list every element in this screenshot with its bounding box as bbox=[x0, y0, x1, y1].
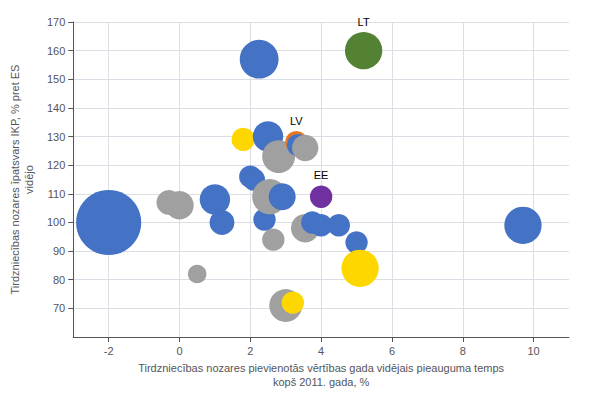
svg-text:EE: EE bbox=[314, 169, 329, 181]
svg-text:kopš 2011. gada, %: kopš 2011. gada, % bbox=[273, 376, 370, 388]
svg-text:0: 0 bbox=[176, 345, 182, 357]
svg-text:80: 80 bbox=[53, 274, 65, 286]
svg-text:130: 130 bbox=[47, 131, 65, 143]
svg-text:-2: -2 bbox=[104, 345, 114, 357]
svg-text:LT: LT bbox=[358, 16, 370, 28]
svg-text:Tirdzniecības nozares īpatsvar: Tirdzniecības nozares īpatsvars IKP, % p… bbox=[9, 65, 21, 295]
svg-text:10: 10 bbox=[527, 345, 539, 357]
svg-text:170: 170 bbox=[47, 16, 65, 28]
svg-text:100: 100 bbox=[47, 216, 65, 228]
svg-text:160: 160 bbox=[47, 45, 65, 57]
svg-text:90: 90 bbox=[53, 245, 65, 257]
svg-text:150: 150 bbox=[47, 73, 65, 85]
svg-text:140: 140 bbox=[47, 102, 65, 114]
svg-text:LV: LV bbox=[290, 115, 303, 127]
svg-text:vidējo: vidējo bbox=[23, 165, 35, 194]
svg-text:120: 120 bbox=[47, 159, 65, 171]
svg-text:4: 4 bbox=[318, 345, 324, 357]
svg-text:110: 110 bbox=[48, 188, 66, 200]
svg-text:70: 70 bbox=[53, 302, 65, 314]
svg-text:Tirdzniecības nozares pievieno: Tirdzniecības nozares pievienotās vērtīb… bbox=[138, 362, 504, 374]
svg-text:8: 8 bbox=[460, 345, 466, 357]
svg-text:2: 2 bbox=[247, 345, 253, 357]
svg-text:6: 6 bbox=[389, 345, 395, 357]
